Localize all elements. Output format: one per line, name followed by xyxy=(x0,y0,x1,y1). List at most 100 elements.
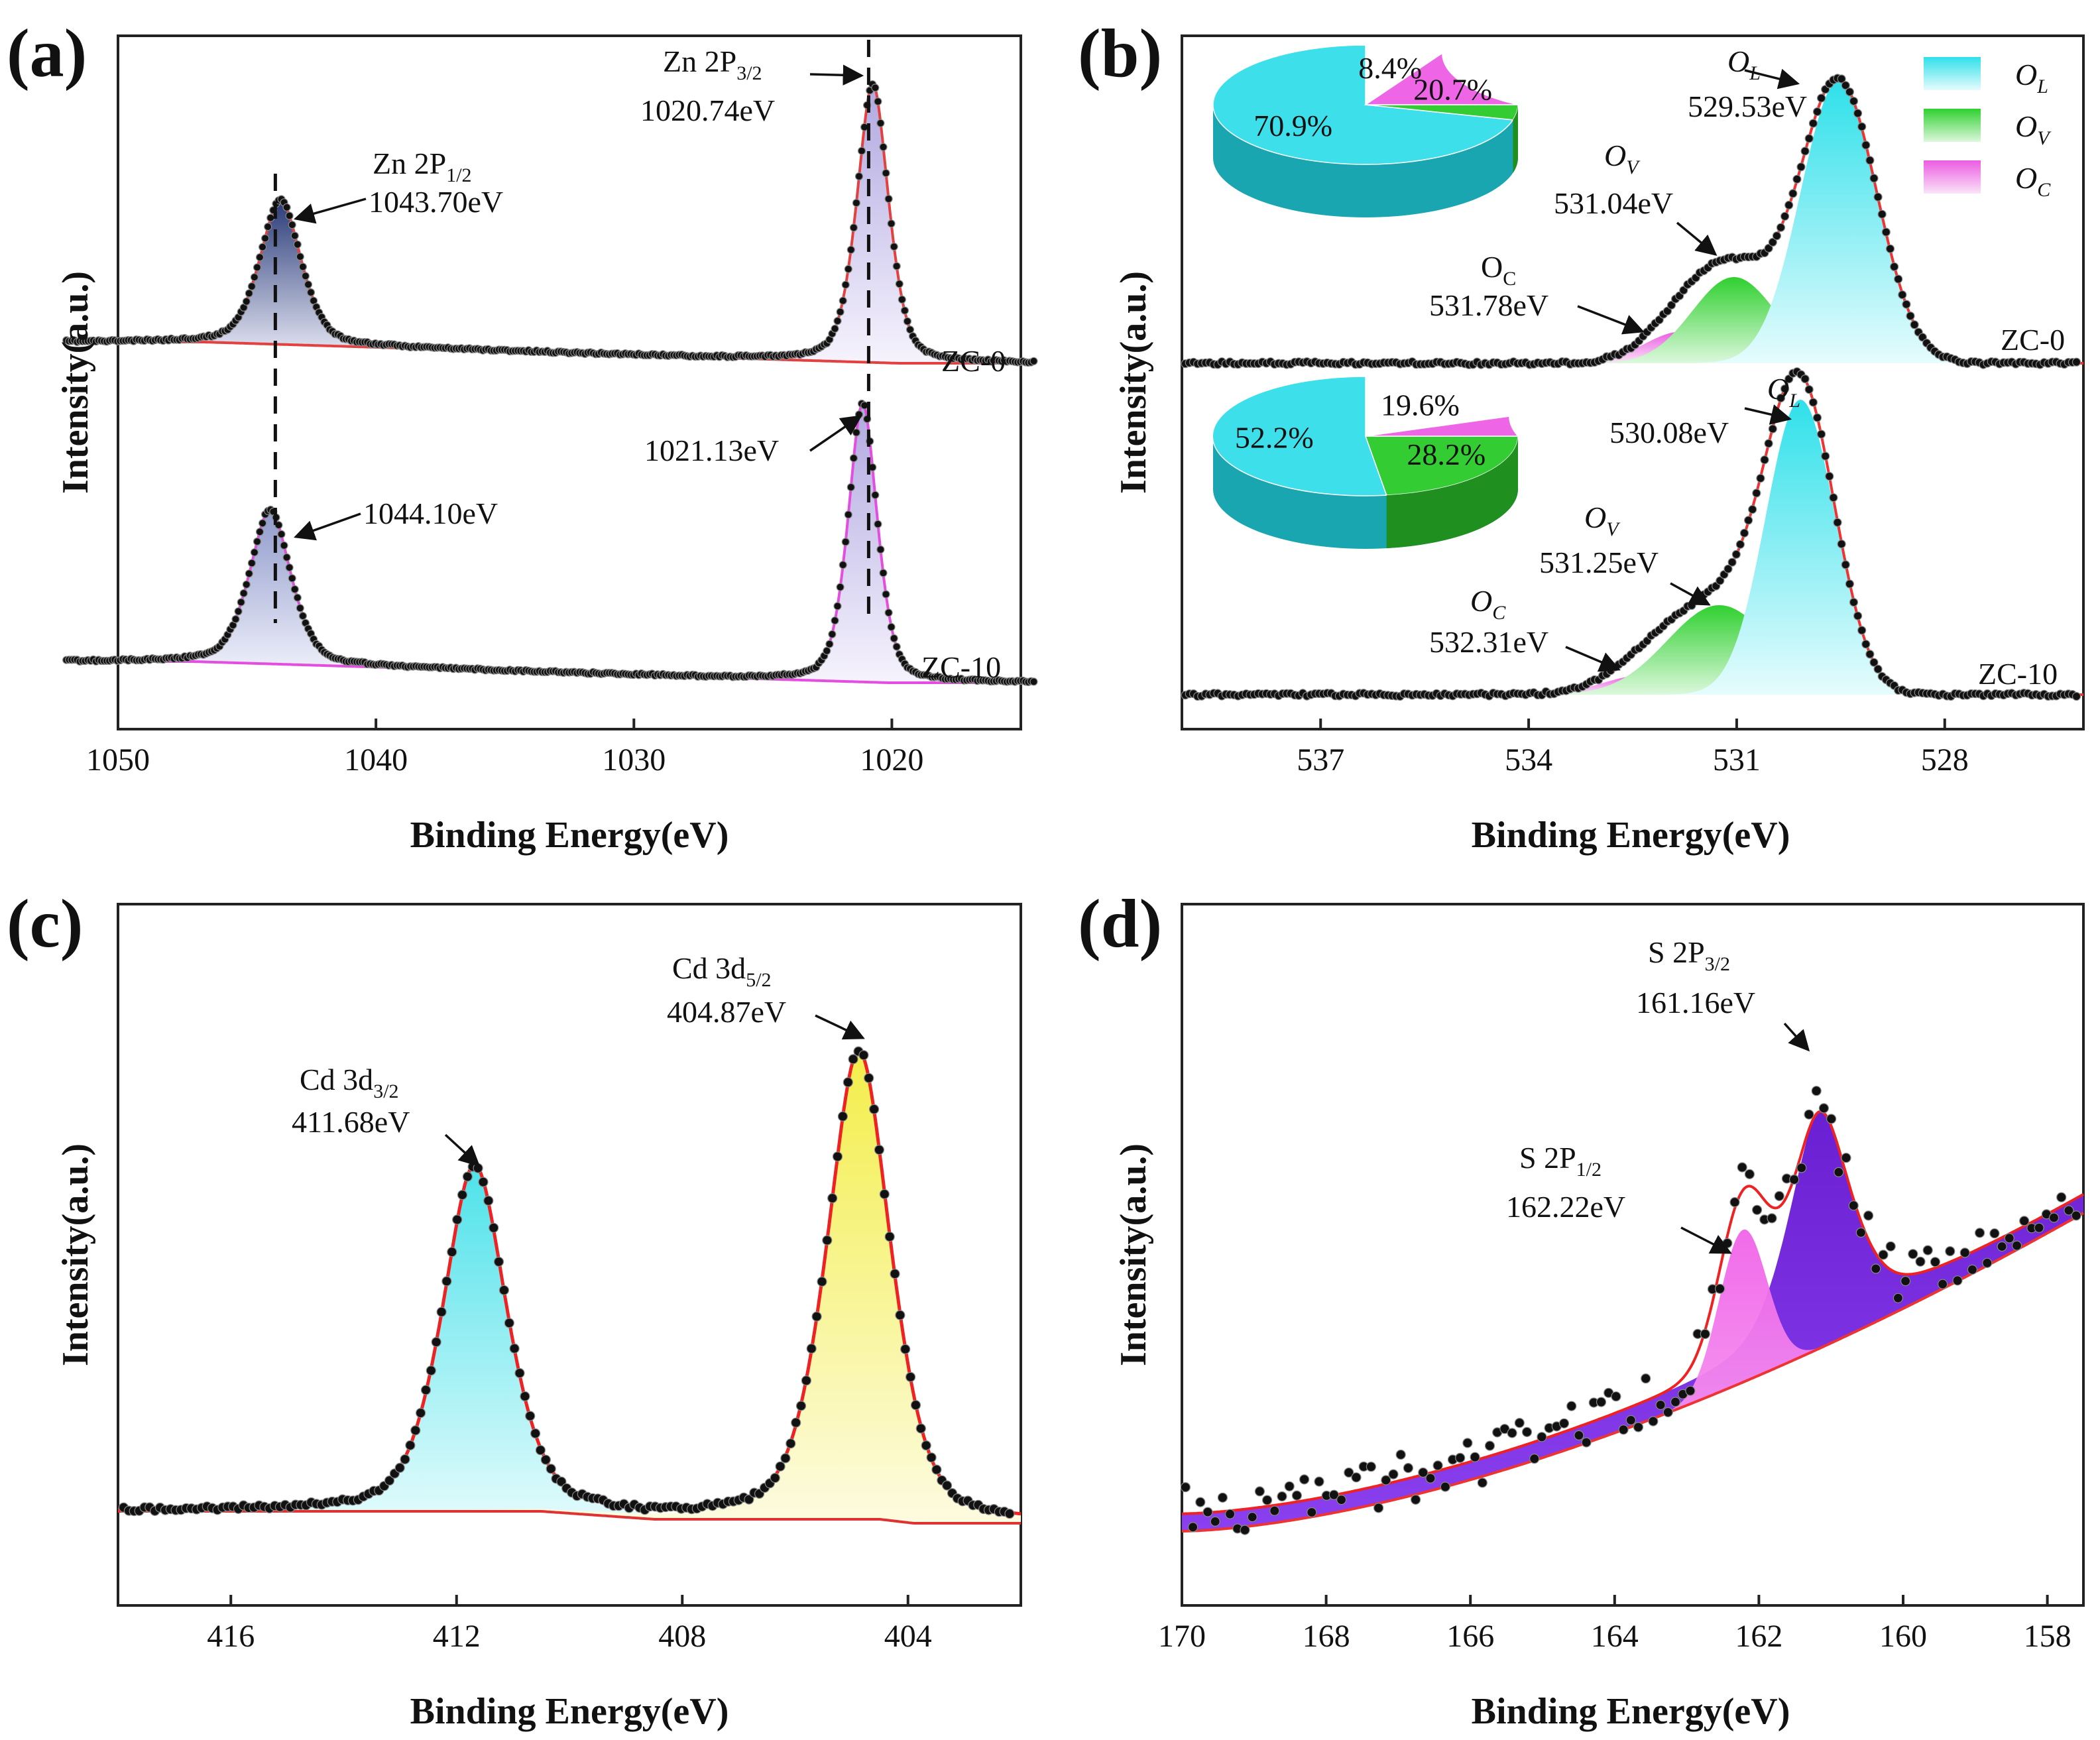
panel-c-data-point xyxy=(868,1104,880,1115)
legend-label-oc: OC xyxy=(2015,161,2051,201)
panel-c-data-point xyxy=(890,1269,900,1279)
panel-b-ZC-0-data-point xyxy=(1768,237,1777,247)
annot-zn2p32-main: Zn 2P xyxy=(663,44,736,78)
panel-c-data-point xyxy=(426,1365,436,1376)
panel-b-ZC-10-data-point xyxy=(1873,664,1883,674)
panel-c-data-point xyxy=(520,1391,530,1402)
panel-c-data-point xyxy=(895,1310,905,1320)
panel-b-ZC-0-data-point xyxy=(1898,290,1907,300)
panel-d-data-point xyxy=(1804,1109,1814,1120)
panel-c-data-point xyxy=(921,1440,931,1451)
panel-c-data-point xyxy=(744,1494,754,1505)
annot-ov-zc0-sub: V xyxy=(1626,156,1641,178)
panel-b-ZC-10-ov-area xyxy=(1182,605,2083,695)
panel-d-data-point xyxy=(1180,1482,1191,1493)
panel-a: (a) 1050 1040 1030 1020 Binding Energy(eV) … xyxy=(7,15,1038,856)
arrow-cd3d52 xyxy=(815,1014,865,1040)
panel-d-data-point xyxy=(1388,1469,1399,1479)
pie0-pct-label: 70.9% xyxy=(1254,109,1332,143)
panel-b-ZC-10-data-point xyxy=(1869,658,1879,667)
panel-a-ZC-0-data-point xyxy=(882,169,890,178)
panel-d-data-point xyxy=(1381,1475,1391,1485)
panel-a-ZC-10-data-point xyxy=(884,609,893,617)
panel-d-data-point xyxy=(1789,1174,1800,1185)
panel-b-ZC-0-data-point xyxy=(1792,174,1802,184)
panel-a-ZC-10-data-point xyxy=(836,583,845,591)
panel-c-data-point xyxy=(910,1400,921,1411)
panel-d-data-point xyxy=(1566,1401,1577,1411)
panel-b-tick-label: 528 xyxy=(1921,742,1969,778)
panel-a-ZC-10-data-point xyxy=(874,520,882,528)
panel-b-y-axis-label: Intensity(a.u.) xyxy=(1113,271,1154,494)
panel-a-ZC-10-data-point xyxy=(852,428,861,437)
panel-d-data-point xyxy=(1187,1522,1198,1533)
panel-a-tick-label: 1050 xyxy=(86,742,150,778)
panel-b-ZC-0-data-point xyxy=(1772,231,1781,241)
pie1-slice-side xyxy=(1386,436,1518,549)
panel-a-ZC-10-data-point xyxy=(831,616,839,625)
panel-d-data-point xyxy=(1432,1460,1443,1471)
panel-b-ZC-10-data-point xyxy=(1744,516,1753,525)
pie1-slice xyxy=(1365,416,1519,437)
panel-a-ZC-10-data-point xyxy=(296,604,304,612)
panel-a-ZC-10-data-point xyxy=(231,614,240,624)
panel-a-ZC-0-data-point xyxy=(887,219,896,228)
panel-b-ZC-0-data-point xyxy=(1910,320,1919,329)
pie1-slice xyxy=(1212,376,1387,496)
panel-b-ZC-10-data-point xyxy=(1800,374,1810,384)
panel-d-data-point xyxy=(1922,1245,1933,1255)
panel-a-frame xyxy=(117,34,1022,730)
panel-b-ZC-10-data-point xyxy=(1752,489,1761,498)
panel-a-ZC-0-data-point xyxy=(1029,357,1038,365)
panel-a-ZC-0-data-point xyxy=(849,223,858,232)
panel-d-data-point xyxy=(1314,1476,1324,1487)
panel-c-data-point xyxy=(874,1144,885,1155)
legend-ov-sub: V xyxy=(2037,127,2052,149)
panel-a-ZC-10-data-point xyxy=(839,561,847,569)
panel-c-data-point xyxy=(483,1195,494,1206)
panel-a-ZC-10-data-point xyxy=(887,622,896,632)
panel-b-ZC-0-data-point xyxy=(1837,74,1846,84)
panel-d-data-point xyxy=(1662,1407,1673,1418)
annot-oc-zc10-label: OC xyxy=(1470,584,1506,624)
panel-d-tick-label: 166 xyxy=(1446,1619,1494,1654)
panel-a-ZC-10-data-point xyxy=(282,553,291,562)
panel-a-ZC-0-data-point xyxy=(903,317,912,325)
annot-ov-zc0-main: O xyxy=(1604,139,1626,172)
panel-d-data-point xyxy=(1514,1418,1525,1428)
panel-b-ZC-10-data-point xyxy=(1804,384,1814,394)
panel-b-frame xyxy=(1181,34,2085,730)
panel-c-data-point xyxy=(775,1461,786,1472)
panel-b-ZC-10-data-point xyxy=(1760,455,1769,465)
series-label-zc0: ZC-0 xyxy=(941,344,1006,378)
annot-cd3d32-value: 411.68eV xyxy=(292,1105,410,1139)
panel-a-ZC-0-data-point xyxy=(306,288,316,297)
annot-oc-zc0-value: 531.78eV xyxy=(1429,288,1548,322)
arrow-zn2p32 xyxy=(809,64,864,86)
arrow-ol-zc0 xyxy=(1744,68,1800,89)
panel-d-data-point xyxy=(1834,1167,1844,1178)
annot-zn2p12-main: Zn 2P xyxy=(373,146,446,180)
panel-b-ZC-0-data-point xyxy=(1890,262,1899,271)
panel-b-ZC-10-data-point xyxy=(1833,518,1842,527)
panel-b-ZC-10-data-point xyxy=(1861,640,1871,649)
panel-b-ZC-0-data-point xyxy=(1869,174,1879,183)
panel-a-x-ticks: 1050 1040 1030 1020 xyxy=(86,719,923,778)
panel-a-ZC-0-data-point xyxy=(874,97,882,106)
panel-a-ZC-10-data-point xyxy=(245,569,253,578)
legend-ol-main: O xyxy=(2015,58,2037,91)
panel-a-letter: (a) xyxy=(7,15,87,91)
panel-d-data-point xyxy=(1767,1213,1777,1224)
panel-a-ZC-0-data-point xyxy=(266,213,275,222)
panel-a-ZC-0-data-point xyxy=(854,172,864,181)
panel-d-data-point xyxy=(1537,1432,1547,1442)
panel-c-data-point xyxy=(905,1371,916,1382)
panel-a-ZC-0-data-point xyxy=(857,146,866,155)
panel-a-ZC-10-data-point xyxy=(237,598,245,607)
panel-d-data-point xyxy=(1625,1415,1636,1426)
panel-d-data-point xyxy=(1648,1416,1659,1426)
panel-c-tick-label: 404 xyxy=(884,1619,932,1654)
panel-c-x-ticks: 416 412 408 404 xyxy=(207,1595,932,1654)
panel-c-data-point xyxy=(415,1408,426,1419)
legend-label-ol: OL xyxy=(2015,58,2048,97)
